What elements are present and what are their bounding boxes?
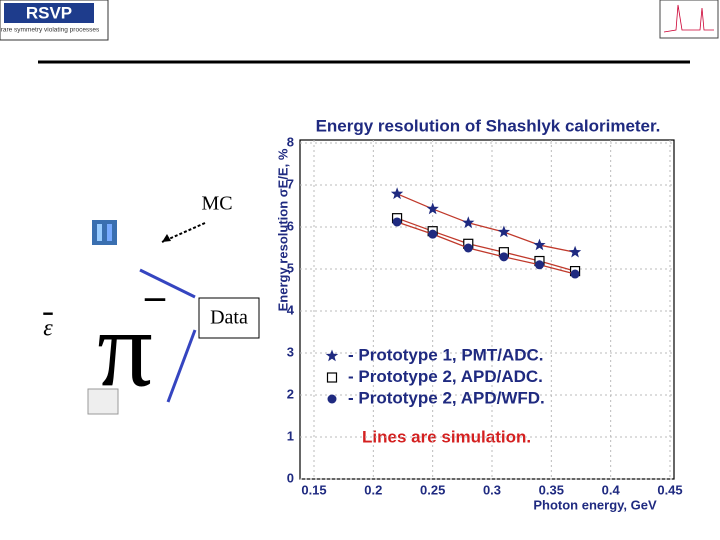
circle-marker xyxy=(327,394,337,404)
x-tick-label: 0.3 xyxy=(483,482,501,497)
mc-image-detail xyxy=(107,224,112,241)
pi-symbol: π xyxy=(97,287,153,409)
trend-line xyxy=(396,221,576,275)
mc-image-detail xyxy=(97,224,102,241)
star-marker xyxy=(533,238,546,251)
star-marker xyxy=(568,245,582,258)
y-tick-label: 3 xyxy=(287,344,294,359)
star-marker xyxy=(390,187,404,200)
x-tick-label: 0.25 xyxy=(420,482,445,497)
x-tick-label: 0.45 xyxy=(657,482,682,497)
star-marker xyxy=(426,202,439,215)
mc-label: MC xyxy=(201,193,232,215)
star-marker xyxy=(462,216,475,229)
thumbnail xyxy=(659,0,719,39)
thumbnail-plot xyxy=(663,4,714,33)
y-tick-label: 6 xyxy=(287,218,294,233)
circle-marker xyxy=(499,252,509,262)
y-tick-label: 7 xyxy=(287,176,294,191)
data-box xyxy=(198,297,260,339)
mc-image xyxy=(92,220,117,245)
circle-marker xyxy=(463,243,473,253)
star-marker xyxy=(325,349,339,362)
y-tick-label: 1 xyxy=(287,428,294,443)
square-marker xyxy=(326,372,338,383)
x-axis-label: Photon energy, GeV xyxy=(533,497,657,512)
y-tick-label: 0 xyxy=(287,470,294,485)
logo-subtitle: rare symmetry violating processes xyxy=(1,27,100,34)
y-tick-label: 5 xyxy=(287,260,294,275)
trend-line xyxy=(396,193,576,253)
mc-arrow xyxy=(161,222,206,243)
y-axis-label: Energy resolution σE/E, % xyxy=(275,148,290,311)
y-tick-label: 2 xyxy=(287,386,294,401)
x-tick-label: 0.4 xyxy=(602,482,621,497)
minus-sign: – xyxy=(144,273,166,318)
y-tick-label: 8 xyxy=(287,134,294,149)
data-arrow xyxy=(139,268,196,299)
y-tick-label: 4 xyxy=(287,302,295,317)
epsilon: ε xyxy=(43,316,53,342)
logo: RSVP xyxy=(26,3,72,22)
trend-line xyxy=(396,217,576,272)
logo-bg xyxy=(4,3,94,23)
circle-marker xyxy=(428,229,438,239)
circle-marker xyxy=(534,260,544,270)
data-label: Data xyxy=(210,307,248,329)
x-tick-label: 0.15 xyxy=(301,482,326,497)
star-marker xyxy=(497,225,510,238)
data-arrow xyxy=(166,329,197,403)
circle-marker xyxy=(570,269,580,279)
mc-arrow-head xyxy=(162,234,171,242)
x-tick-label: 0.35 xyxy=(539,482,564,497)
legend-label: - Prototype 2, APD/ADC. xyxy=(348,367,543,386)
chart-title: Energy resolution of Shashlyk calorimete… xyxy=(316,116,661,135)
x-tick-label: 0.2 xyxy=(364,482,382,497)
legend-label: - Prototype 1, PMT/ADC. xyxy=(348,345,544,364)
circle-marker xyxy=(392,217,402,227)
data-image xyxy=(87,388,119,415)
legend-label: - Prototype 2, APD/WFD. xyxy=(348,388,545,407)
